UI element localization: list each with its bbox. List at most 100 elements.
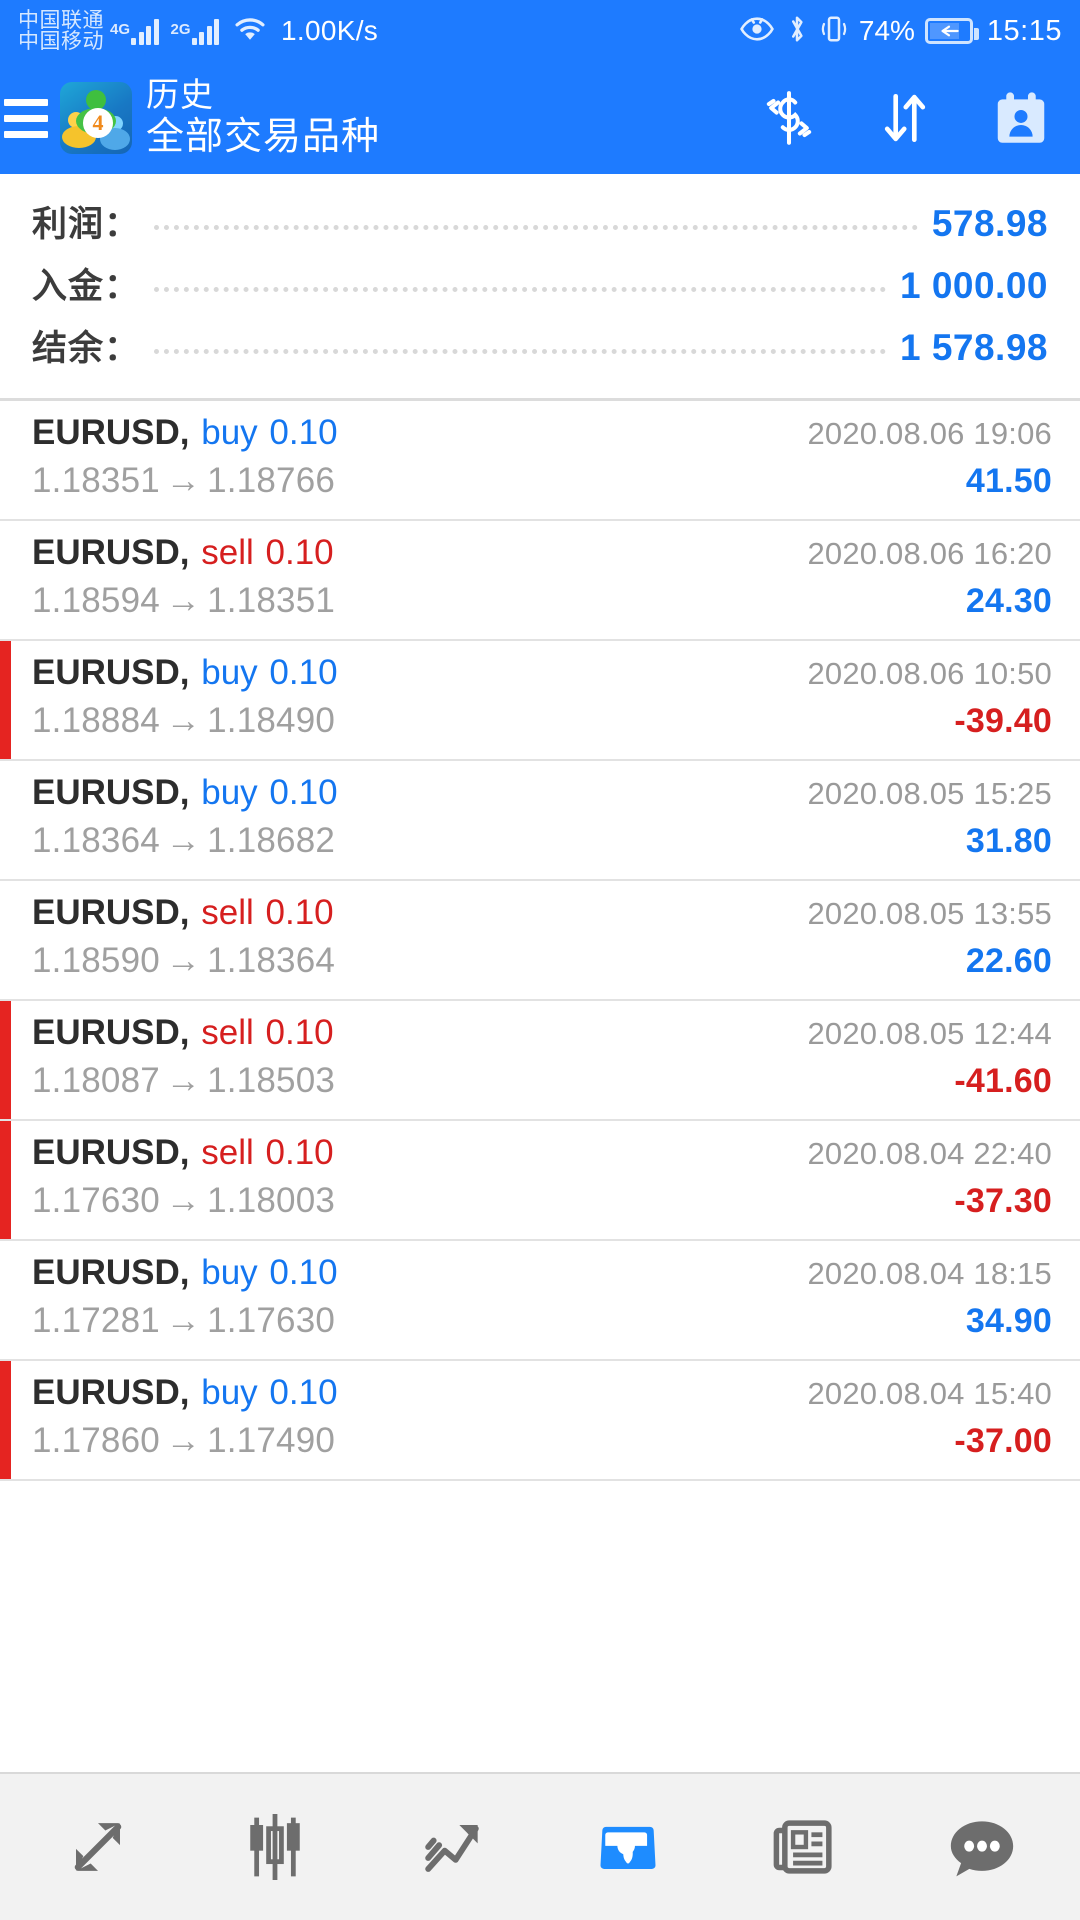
- deal-price-group: 1.18884 → 1.18490: [32, 701, 335, 741]
- deal-close-price: 1.18490: [207, 701, 336, 740]
- deal-row[interactable]: EURUSD, buy 0.10 2020.08.06 19:06 1.18351 →…: [0, 401, 1080, 521]
- charts-candlestick-icon[interactable]: [205, 1792, 345, 1902]
- deal-symbol: EURUSD,: [32, 533, 190, 572]
- network-type-1: 4G: [110, 21, 131, 38]
- deal-row[interactable]: EURUSD, sell 0.10 2020.08.06 16:20 1.18594…: [0, 521, 1080, 641]
- deal-price-group: 1.18351 → 1.18766: [32, 461, 335, 501]
- deal-row-top: EURUSD, sell 0.10 2020.08.05 12:44: [32, 1013, 1052, 1061]
- battery-charging-icon: [924, 18, 979, 44]
- arrow-right-icon: →: [165, 1421, 202, 1460]
- leader-dots: [154, 225, 918, 230]
- leader-dots: [154, 287, 886, 292]
- signal-1: 4G: [110, 17, 159, 45]
- chat-icon[interactable]: [912, 1792, 1052, 1902]
- deal-open-price: 1.18364: [32, 821, 160, 860]
- deal-profit: -37.30: [954, 1182, 1052, 1220]
- deal-row-top: EURUSD, buy 0.10 2020.08.05 15:25: [32, 773, 1052, 821]
- history-deal-list[interactable]: EURUSD, buy 0.10 2020.08.06 19:06 1.18351 →…: [0, 401, 1080, 1772]
- app-logo: 4: [60, 82, 132, 154]
- deal-symbol-group: EURUSD, sell 0.10: [32, 893, 334, 933]
- arrow-right-icon: →: [165, 581, 202, 620]
- summary-value: 578.98: [931, 203, 1048, 244]
- arrow-right-icon: →: [165, 701, 202, 740]
- deal-row[interactable]: EURUSD, sell 0.10 2020.08.05 13:55 1.18590…: [0, 881, 1080, 1001]
- deal-row-bottom: 1.18087 → 1.18503 -41.60: [32, 1061, 1052, 1109]
- deal-volume: 0.10: [259, 773, 338, 812]
- deal-row-bottom: 1.18364 → 1.18682 31.80: [32, 821, 1052, 869]
- deal-row[interactable]: EURUSD, sell 0.10 2020.08.04 22:40 1.17630…: [0, 1121, 1080, 1241]
- deal-profit: 41.50: [965, 462, 1052, 500]
- deal-close-price: 1.17490: [207, 1421, 336, 1460]
- deal-action: sell: [191, 1013, 254, 1052]
- deal-profit: 24.30: [965, 582, 1052, 620]
- deal-row-top: EURUSD, sell 0.10 2020.08.04 22:40: [32, 1133, 1052, 1181]
- network-type-2: 2G: [170, 21, 191, 38]
- deal-price-group: 1.18364 → 1.18682: [32, 821, 335, 861]
- deal-symbol: EURUSD,: [32, 653, 190, 692]
- deal-row-bottom: 1.17630 → 1.18003 -37.30: [32, 1181, 1052, 1229]
- deal-row-top: EURUSD, buy 0.10 2020.08.06 10:50: [32, 653, 1052, 701]
- deal-open-price: 1.18087: [32, 1061, 160, 1100]
- deal-row-top: EURUSD, buy 0.10 2020.08.04 18:15: [32, 1253, 1052, 1301]
- hamburger-menu-icon[interactable]: [0, 98, 54, 138]
- deal-volume: 0.10: [259, 653, 338, 692]
- deal-profit: 31.80: [965, 822, 1052, 860]
- deal-row-bottom: 1.18884 → 1.18490 -39.40: [32, 701, 1052, 749]
- currency-swap-icon[interactable]: [758, 87, 820, 149]
- page-title: 历史: [146, 76, 214, 114]
- deal-action: buy: [191, 773, 258, 812]
- history-inbox-icon[interactable]: [558, 1792, 698, 1902]
- deal-row-top: EURUSD, sell 0.10 2020.08.06 16:20: [32, 533, 1052, 581]
- deal-time: 2020.08.05 15:25: [807, 776, 1052, 811]
- deal-action: buy: [191, 1373, 258, 1412]
- deal-time: 2020.08.04 22:40: [807, 1136, 1052, 1171]
- deal-volume: 0.10: [255, 893, 334, 932]
- summary-divider: [0, 398, 1080, 401]
- deal-row-bottom: 1.18590 → 1.18364 22.60: [32, 941, 1052, 989]
- deal-row[interactable]: EURUSD, buy 0.10 2020.08.04 18:15 1.17281 →…: [0, 1241, 1080, 1361]
- summary-row-deposit: 入金： 1 000.00: [32, 258, 1048, 320]
- arrow-right-icon: →: [165, 461, 202, 500]
- summary-value: 1 000.00: [899, 265, 1048, 306]
- deal-open-price: 1.17281: [32, 1301, 160, 1340]
- deal-close-price: 1.18682: [207, 821, 336, 860]
- deal-row[interactable]: EURUSD, buy 0.10 2020.08.06 10:50 1.18884 →…: [0, 641, 1080, 761]
- news-icon[interactable]: [735, 1792, 875, 1902]
- deal-row[interactable]: EURUSD, buy 0.10 2020.08.04 15:40 1.17860 →…: [0, 1361, 1080, 1481]
- deal-row[interactable]: EURUSD, buy 0.10 2020.08.05 15:25 1.18364 →…: [0, 761, 1080, 881]
- deal-time: 2020.08.06 16:20: [807, 536, 1052, 571]
- deal-close-price: 1.18503: [207, 1061, 336, 1100]
- quotes-icon[interactable]: [28, 1792, 168, 1902]
- vibrate-icon: [819, 14, 849, 49]
- deal-price-group: 1.17281 → 1.17630: [32, 1301, 335, 1341]
- carrier-primary: 中国联通: [18, 8, 104, 32]
- status-clock: 15:15: [986, 14, 1062, 47]
- deal-row-top: EURUSD, buy 0.10 2020.08.04 15:40: [32, 1373, 1052, 1421]
- deal-symbol-group: EURUSD, sell 0.10: [32, 1013, 334, 1053]
- deal-open-price: 1.17860: [32, 1421, 160, 1460]
- sort-arrows-icon[interactable]: [874, 87, 936, 149]
- deal-close-price: 1.18351: [207, 581, 336, 620]
- deal-volume: 0.10: [259, 413, 338, 452]
- header-actions: [758, 87, 1066, 149]
- carrier-secondary: 中国移动: [18, 30, 104, 53]
- deal-price-group: 1.18590 → 1.18364: [32, 941, 335, 981]
- calendar-person-icon[interactable]: [990, 87, 1052, 149]
- deal-row[interactable]: EURUSD, sell 0.10 2020.08.05 12:44 1.18087…: [0, 1001, 1080, 1121]
- deal-time: 2020.08.05 12:44: [807, 1016, 1052, 1051]
- deal-symbol: EURUSD,: [32, 893, 190, 932]
- deal-symbol: EURUSD,: [32, 413, 190, 452]
- deal-time: 2020.08.06 10:50: [807, 656, 1052, 691]
- deal-volume: 0.10: [255, 533, 334, 572]
- deal-close-price: 1.17630: [207, 1301, 336, 1340]
- deal-row-bottom: 1.17281 → 1.17630 34.90: [32, 1301, 1052, 1349]
- logo-version-badge: 4: [83, 108, 113, 138]
- summary-value: 1 578.98: [899, 327, 1048, 368]
- arrow-right-icon: →: [165, 1061, 202, 1100]
- arrow-right-icon: →: [165, 941, 202, 980]
- deal-symbol-group: EURUSD, buy 0.10: [32, 1373, 338, 1413]
- deal-symbol-group: EURUSD, sell 0.10: [32, 1133, 334, 1173]
- deal-open-price: 1.18590: [32, 941, 160, 980]
- trade-trend-icon[interactable]: [382, 1792, 522, 1902]
- deal-symbol-group: EURUSD, buy 0.10: [32, 413, 338, 453]
